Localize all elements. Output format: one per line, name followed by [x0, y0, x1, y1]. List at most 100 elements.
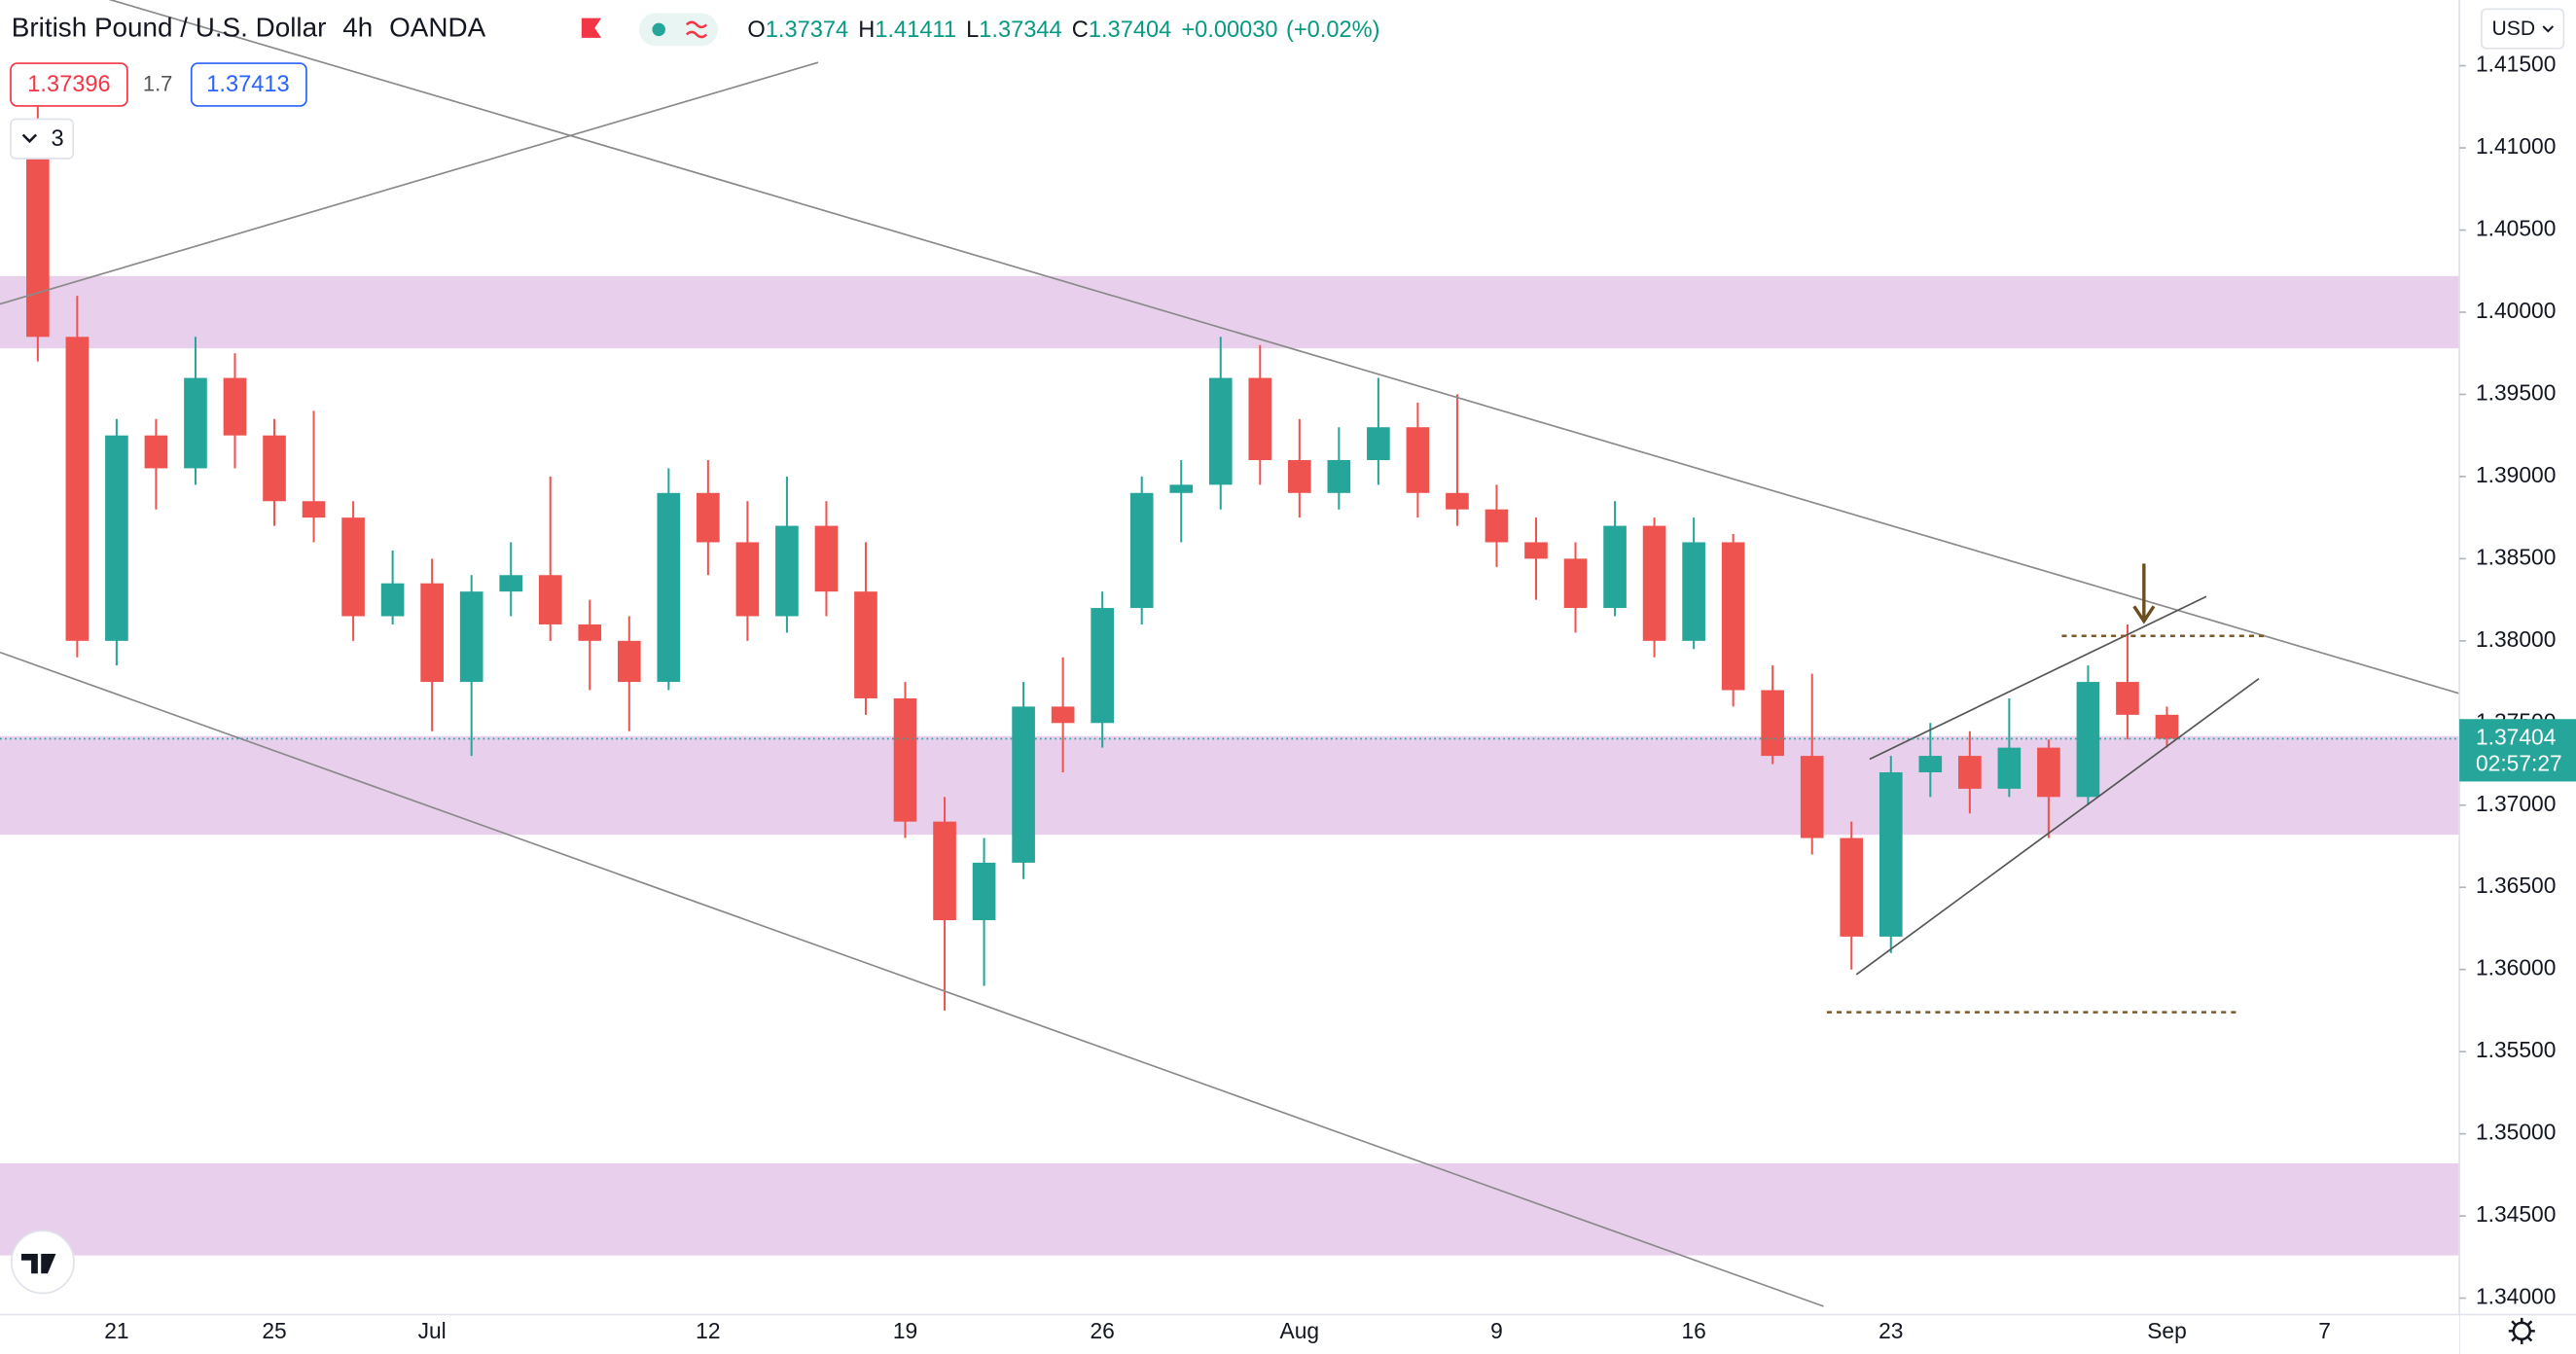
candle-body	[2155, 714, 2179, 739]
candle-body	[1761, 690, 1785, 757]
ohlc-label: C	[1072, 18, 1089, 43]
candle-body	[1603, 525, 1627, 609]
trend-line	[0, 651, 1824, 1307]
y-tick-label: 1.37000	[2476, 791, 2556, 816]
y-tick-label: 1.38500	[2476, 544, 2556, 569]
buy-price[interactable]: 1.37413	[206, 72, 289, 97]
candle-body	[697, 492, 720, 543]
indicator-toggle[interactable]	[10, 118, 74, 160]
y-tick-label: 1.39000	[2476, 462, 2556, 487]
candle-body	[1485, 509, 1509, 543]
candle-body	[1091, 608, 1114, 724]
legend: British Pound / U.S. Dollar 4h OANDA	[12, 13, 486, 43]
candle-body	[893, 697, 917, 822]
candle-body	[854, 591, 877, 698]
y-tick-label: 1.38000	[2476, 626, 2556, 652]
ohlc-value: 1.37344	[979, 18, 1061, 43]
currency[interactable]: USD	[2492, 18, 2536, 40]
x-tick-label: Jul	[418, 1318, 447, 1343]
y-tick-label: 1.34500	[2476, 1201, 2556, 1227]
y-tick-label: 1.35000	[2476, 1120, 2556, 1145]
candle-body	[1878, 771, 1903, 937]
wedge-line	[1855, 678, 2260, 976]
candle-body	[1840, 837, 1864, 937]
x-tick-label: 23	[1878, 1318, 1903, 1343]
trend-line	[0, 61, 819, 305]
status-dot	[652, 22, 665, 37]
sell-button[interactable]	[10, 62, 128, 107]
candle-body	[538, 575, 562, 624]
candle-body	[1367, 427, 1390, 461]
candle-body	[578, 624, 602, 641]
candle-body	[617, 640, 641, 683]
candle-body	[1918, 756, 1943, 772]
candle-body	[1563, 558, 1588, 609]
chevron	[21, 133, 38, 144]
x-tick-label: 25	[262, 1318, 286, 1343]
y-tick-label: 1.40000	[2476, 298, 2556, 323]
candle-body	[1208, 377, 1233, 485]
price-axis	[2459, 0, 2576, 1354]
last-price-box	[2459, 719, 2576, 782]
candle-body	[1800, 756, 1824, 838]
currency-button[interactable]	[2481, 8, 2565, 50]
candle-body	[459, 591, 483, 683]
flag-icon[interactable]	[581, 18, 602, 38]
x-tick-label: Sep	[2147, 1318, 2187, 1343]
candle-body	[1288, 460, 1311, 493]
x-tick-label: 7	[2318, 1318, 2331, 1343]
candle-body	[1169, 484, 1194, 493]
indicator-count: 3	[52, 126, 64, 152]
change-pct: (+0.02%)	[1286, 18, 1380, 43]
spread: 1.7	[143, 72, 172, 96]
logo-mark	[20, 1253, 56, 1274]
x-tick-label: 21	[104, 1318, 128, 1343]
candle-body	[1012, 706, 1035, 863]
interval: 4h	[342, 13, 373, 43]
chevron	[2542, 25, 2555, 33]
x-tick-label: 26	[1090, 1318, 1114, 1343]
candle-body	[735, 542, 760, 617]
candle-body	[1958, 756, 1982, 789]
candle-body	[933, 821, 956, 921]
candle-body	[657, 492, 681, 683]
x-tick-label: 9	[1490, 1318, 1503, 1343]
zone	[0, 1163, 2460, 1256]
symbol: British Pound / U.S. Dollar	[12, 13, 327, 43]
candle-body	[2116, 682, 2139, 715]
x-tick-label: 16	[1681, 1318, 1705, 1343]
ohlc-value: 1.41411	[875, 18, 956, 43]
candle-body	[1997, 747, 2021, 789]
y-tick-label: 1.39500	[2476, 379, 2556, 405]
x-tick-label: 12	[696, 1318, 720, 1343]
candle-body	[1248, 377, 1272, 461]
candle-body	[1721, 542, 1745, 691]
candle-body	[1642, 525, 1666, 641]
status-pill[interactable]	[638, 13, 718, 47]
candle-body	[1406, 427, 1430, 493]
countdown: 02:57:27	[2476, 751, 2562, 776]
drawings	[0, 0, 2460, 1307]
sell-price[interactable]: 1.37396	[27, 72, 110, 97]
candle-body	[302, 501, 326, 518]
candle-body	[2076, 682, 2100, 798]
zone	[0, 275, 2460, 349]
candle-body	[26, 156, 50, 338]
candle-body	[341, 517, 365, 617]
candle-body	[1446, 492, 1469, 510]
exchange: OANDA	[389, 13, 485, 43]
y-tick-label: 1.35500	[2476, 1037, 2556, 1062]
candle-body	[1524, 542, 1548, 559]
buy-button[interactable]	[190, 62, 307, 107]
y-tick-label: 1.41000	[2476, 133, 2556, 159]
ohlc-label: L	[966, 18, 979, 43]
time-axis	[0, 1314, 2460, 1354]
candle-body	[105, 435, 128, 641]
wedge-line	[1869, 595, 2207, 761]
candle-body	[184, 377, 207, 469]
y-tick-label: 1.36500	[2476, 873, 2556, 898]
ohlc-label: O	[747, 18, 765, 43]
candle-body	[65, 337, 89, 641]
candle-body	[1051, 706, 1075, 724]
